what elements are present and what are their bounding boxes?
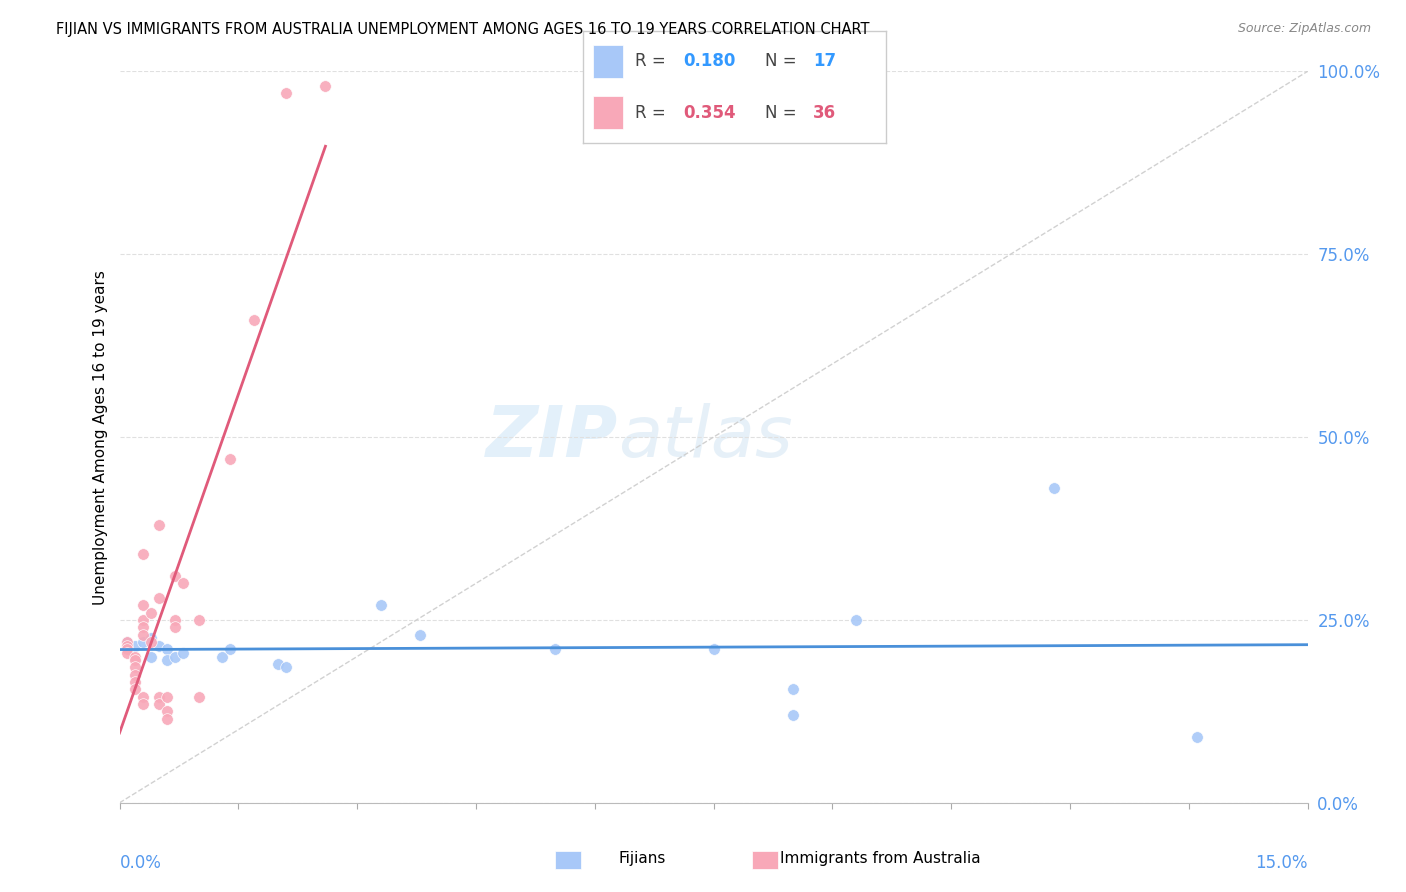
Point — [132, 599, 155, 613]
Point — [124, 682, 146, 697]
Text: 17: 17 — [813, 53, 837, 70]
Point — [124, 675, 146, 690]
Point — [370, 599, 392, 613]
Point — [1185, 730, 1208, 744]
Point — [132, 613, 155, 627]
Point — [845, 613, 868, 627]
Point — [117, 642, 139, 657]
Text: R =: R = — [636, 53, 671, 70]
Text: N =: N = — [765, 53, 801, 70]
Text: N =: N = — [765, 103, 801, 121]
Text: 15.0%: 15.0% — [1256, 854, 1308, 872]
Point — [148, 639, 170, 653]
Point — [132, 620, 155, 634]
Point — [117, 639, 139, 653]
Point — [148, 690, 170, 704]
Point — [544, 642, 567, 657]
Point — [219, 642, 242, 657]
Point — [702, 642, 725, 657]
Point — [163, 649, 186, 664]
Point — [187, 690, 209, 704]
Text: Source: ZipAtlas.com: Source: ZipAtlas.com — [1237, 22, 1371, 36]
Point — [124, 653, 146, 667]
Point — [274, 87, 297, 101]
Point — [1043, 481, 1066, 495]
Point — [124, 660, 146, 674]
Point — [132, 547, 155, 561]
Point — [156, 642, 179, 657]
Point — [172, 646, 194, 660]
Point — [148, 517, 170, 532]
Point — [782, 708, 804, 723]
Point — [117, 635, 139, 649]
Point — [163, 569, 186, 583]
Point — [314, 78, 336, 93]
Point — [409, 627, 432, 641]
Point — [117, 646, 139, 660]
Text: 0.0%: 0.0% — [120, 854, 162, 872]
Text: Fijians: Fijians — [619, 851, 666, 865]
Point — [141, 635, 163, 649]
Point — [141, 606, 163, 620]
Point — [124, 667, 146, 681]
Point — [219, 452, 242, 467]
Point — [163, 613, 186, 627]
Point — [211, 649, 233, 664]
Point — [782, 682, 804, 697]
Point — [124, 649, 146, 664]
Point — [243, 313, 266, 327]
Point — [141, 649, 163, 664]
Point — [132, 627, 155, 641]
Point — [163, 620, 186, 634]
Point — [156, 712, 179, 726]
Text: 0.180: 0.180 — [683, 53, 735, 70]
Point — [156, 690, 179, 704]
Point — [141, 632, 163, 646]
Point — [124, 639, 146, 653]
Point — [156, 653, 179, 667]
Point — [187, 613, 209, 627]
Text: 0.354: 0.354 — [683, 103, 735, 121]
Point — [132, 635, 155, 649]
Point — [148, 591, 170, 605]
Bar — [592, 96, 623, 129]
Point — [148, 697, 170, 711]
Point — [132, 690, 155, 704]
Point — [172, 576, 194, 591]
Text: R =: R = — [636, 103, 671, 121]
Bar — [592, 45, 623, 78]
Text: FIJIAN VS IMMIGRANTS FROM AUSTRALIA UNEMPLOYMENT AMONG AGES 16 TO 19 YEARS CORRE: FIJIAN VS IMMIGRANTS FROM AUSTRALIA UNEM… — [56, 22, 870, 37]
Point — [117, 635, 139, 649]
Y-axis label: Unemployment Among Ages 16 to 19 years: Unemployment Among Ages 16 to 19 years — [93, 269, 108, 605]
Point — [267, 657, 290, 671]
Point — [274, 660, 297, 674]
Text: atlas: atlas — [619, 402, 793, 472]
Point — [132, 697, 155, 711]
Point — [156, 705, 179, 719]
Text: 36: 36 — [813, 103, 837, 121]
Text: Immigrants from Australia: Immigrants from Australia — [780, 851, 981, 865]
Point — [117, 642, 139, 657]
Text: ZIP: ZIP — [486, 402, 619, 472]
